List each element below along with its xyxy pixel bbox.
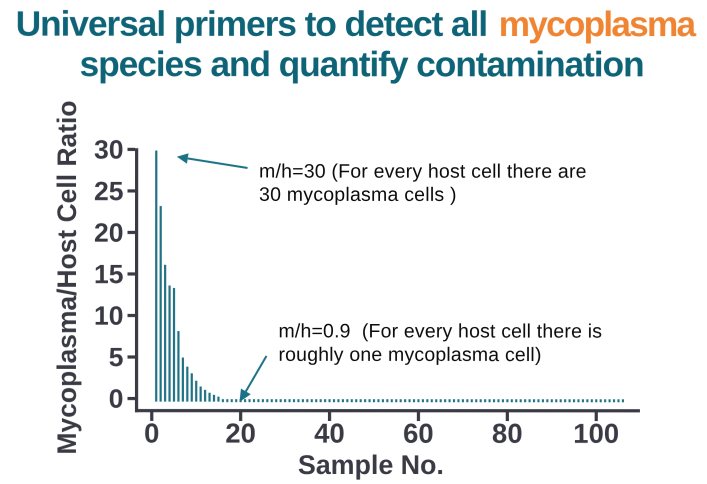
svg-text:30: 30 [94,135,124,165]
svg-text:10: 10 [94,301,124,331]
svg-text:30 mycoplasma cells ): 30 mycoplasma cells ) [259,184,457,206]
svg-text:species and quantify contamina: species and quantify contamination [80,45,645,84]
svg-text:5: 5 [109,342,124,372]
svg-text:60: 60 [403,418,434,449]
svg-text:m/h=0.9 (For every host cell: m/h=0.9 (For every host cell there is [278,320,602,342]
svg-text:roughly one mycoplasma cell): roughly one mycoplasma cell) [278,344,541,366]
svg-text:100: 100 [573,418,619,449]
svg-text:15: 15 [94,259,124,289]
svg-text:40: 40 [314,418,345,449]
svg-text:20: 20 [94,218,124,248]
svg-text:Mycoplasma/Host Cell Ratio: Mycoplasma/Host Cell Ratio [52,100,82,454]
svg-text:Sample No.: Sample No. [298,450,444,480]
svg-text:Universal primers to detect al: Universal primers to detect all [16,5,489,44]
svg-text:mycoplasma: mycoplasma [499,5,697,44]
svg-text:20: 20 [225,418,256,449]
svg-text:0: 0 [144,418,159,449]
svg-text:m/h=30 (For every host cell th: m/h=30 (For every host cell there are [259,161,587,183]
svg-text:25: 25 [94,176,124,206]
svg-text:80: 80 [492,418,523,449]
svg-text:0: 0 [109,384,124,414]
